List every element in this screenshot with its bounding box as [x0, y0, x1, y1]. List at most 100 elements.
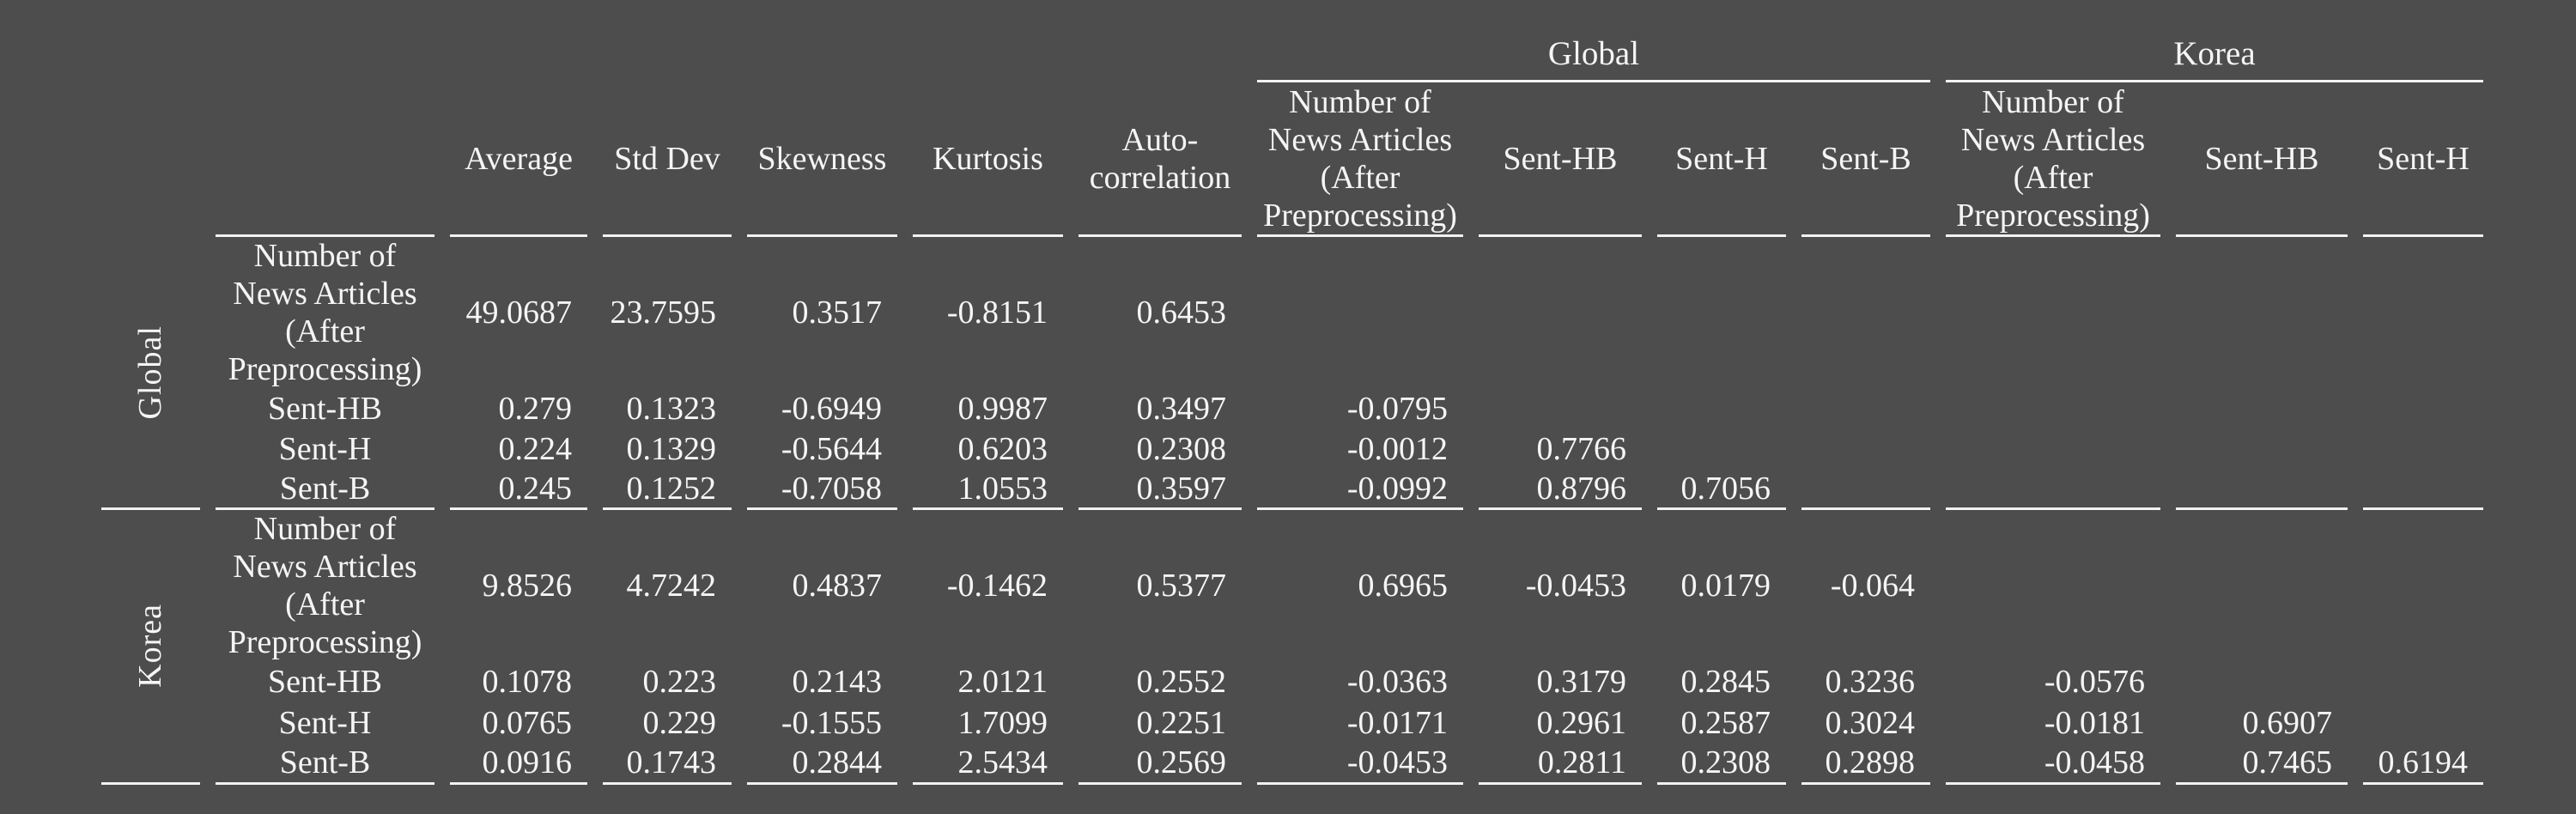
table-cell: -0.8151: [946, 295, 1048, 331]
table-cell: -0.064: [1830, 567, 1915, 604]
table-cell: [1801, 470, 1930, 510]
column-header-global-num-articles: Number of News Articles (After Preproces…: [1257, 82, 1463, 238]
column-header-korea-sent-h: Sent-H: [2363, 82, 2483, 238]
column-header-korea-num-articles: Number of News Articles (After Preproces…: [1946, 82, 2160, 238]
table-cell: [1801, 389, 1930, 429]
table-cell: -0.6949: [781, 391, 882, 427]
table-cell: 0.1078: [482, 663, 573, 700]
column-header-row: Average Std Dev Skewness Kurtosis Auto- …: [101, 82, 2483, 238]
table-row: Sent-B 0.245 0.1252 -0.7058 1.0553 0.359…: [101, 470, 2483, 510]
row-label: Sent-B: [216, 744, 434, 785]
statistics-table: Global Korea Average Std Dev Skewness Ku…: [86, 34, 2499, 785]
table-cell: [1479, 389, 1642, 429]
table-cell: 0.3236: [1825, 663, 1916, 700]
table-cell: 0.9987: [957, 391, 1048, 427]
column-header-average: Average: [450, 82, 587, 238]
table-cell: 4.7242: [626, 567, 717, 604]
table-row: Sent-HB 0.1078 0.223 0.2143 2.0121 0.255…: [101, 661, 2483, 702]
table-row: Sent-H 0.0765 0.229 -0.1555 1.7099 0.225…: [101, 702, 2483, 744]
table-cell: -0.0012: [1346, 431, 1448, 467]
table-cell: [1946, 470, 2160, 510]
row-label: Sent-H: [278, 431, 372, 467]
table-cell: 0.2845: [1680, 663, 1771, 700]
table-cell: 1.7099: [957, 704, 1048, 741]
table-cell: 9.8526: [482, 567, 573, 604]
row-label: Sent-HB: [268, 391, 382, 427]
table-cell: 0.224: [498, 431, 573, 467]
table-cell: 0.279: [498, 391, 573, 427]
row-group-label-global: Global: [132, 325, 169, 420]
table-cell: 0.1323: [626, 391, 717, 427]
table-cell: 0.2569: [1078, 744, 1242, 785]
table-cell: 0.6965: [1358, 567, 1449, 604]
table-cell: 0.229: [642, 704, 717, 741]
table-cell: 0.6203: [957, 431, 1048, 467]
group-header-spacer: [101, 34, 1242, 82]
table-cell: [1479, 237, 1642, 388]
column-header-global-sent-hb: Sent-HB: [1479, 82, 1642, 238]
column-group-global: Global: [1257, 34, 1930, 83]
table-cell: 0.0179: [1680, 567, 1771, 604]
table-row: Sent-B 0.0916 0.1743 0.2844 2.5434 0.256…: [101, 744, 2483, 785]
table-cell: 0.1252: [603, 470, 732, 510]
column-header-global-sent-h: Sent-H: [1657, 82, 1786, 238]
row-group-label-cell-global: Global: [101, 237, 200, 510]
table-row: Sent-HB 0.279 0.1323 -0.6949 0.9987 0.34…: [101, 389, 2483, 429]
table-cell: [1257, 237, 1463, 388]
table-cell: 0.3517: [792, 295, 883, 331]
table-cell: 23.7595: [610, 295, 717, 331]
table-cell: 0.5377: [1136, 567, 1227, 604]
table-cell: -0.0363: [1346, 663, 1448, 700]
table-cell: 1.0553: [913, 470, 1063, 510]
table-cell: -0.1462: [946, 567, 1048, 604]
table-cell: -0.1555: [781, 704, 882, 741]
table-cell: 0.1743: [603, 744, 732, 785]
table-cell: [1657, 237, 1786, 388]
table-cell: 0.6907: [2242, 704, 2333, 741]
table-cell: -0.0171: [1346, 704, 1448, 741]
table-cell: [1801, 429, 1930, 470]
table-cell: 0.7766: [1536, 431, 1627, 467]
table-cell: 0.3024: [1825, 704, 1916, 741]
column-header-global-sent-b: Sent-B: [1801, 82, 1930, 238]
table-cell: 0.0916: [450, 744, 587, 785]
table-cell: 0.2552: [1136, 663, 1227, 700]
table-cell: -0.7058: [747, 470, 897, 510]
column-group-header-row: Global Korea: [101, 34, 2483, 83]
table-row: Korea Number of News Articles (After Pre…: [101, 510, 2483, 785]
table-cell: 0.2308: [1136, 431, 1227, 467]
table-cell: 0.8796: [1479, 470, 1642, 510]
table-cell: -0.0992: [1257, 470, 1463, 510]
table-cell: 0.223: [642, 663, 717, 700]
table-cell: 0.2844: [747, 744, 897, 785]
table-cell: [1946, 237, 2160, 388]
table-cell: [1801, 237, 1930, 388]
table-cell: 0.7056: [1657, 470, 1786, 510]
table-cell: [2176, 510, 2348, 661]
table-cell: [2363, 702, 2483, 744]
table-cell: 2.0121: [957, 663, 1048, 700]
table-cell: -0.0458: [1946, 744, 2160, 785]
table-cell: 0.2961: [1536, 704, 1627, 741]
table-cell: [1946, 510, 2160, 661]
row-group-label-cell-korea: Korea: [101, 510, 200, 785]
row-label: Sent-HB: [268, 663, 382, 700]
table-cell: 0.3179: [1536, 663, 1627, 700]
column-header-kurtosis: Kurtosis: [913, 82, 1063, 238]
row-label: Sent-B: [216, 470, 434, 510]
column-header-skewness: Skewness: [747, 82, 897, 238]
table-cell: [2176, 470, 2348, 510]
table-cell: 0.2143: [792, 663, 883, 700]
table-cell: 0.2587: [1680, 704, 1771, 741]
row-label-header-spacer: [216, 82, 434, 238]
table-cell: [2363, 389, 2483, 429]
table-cell: 0.2811: [1479, 744, 1642, 785]
table-cell: [2176, 389, 2348, 429]
table-cell: 0.6194: [2363, 744, 2483, 785]
table-cell: 49.0687: [465, 295, 573, 331]
table-cell: [1946, 429, 2160, 470]
table-cell: [1946, 389, 2160, 429]
table-cell: 0.0765: [482, 704, 573, 741]
row-label: Sent-H: [278, 704, 372, 741]
table-cell: [2363, 510, 2483, 661]
